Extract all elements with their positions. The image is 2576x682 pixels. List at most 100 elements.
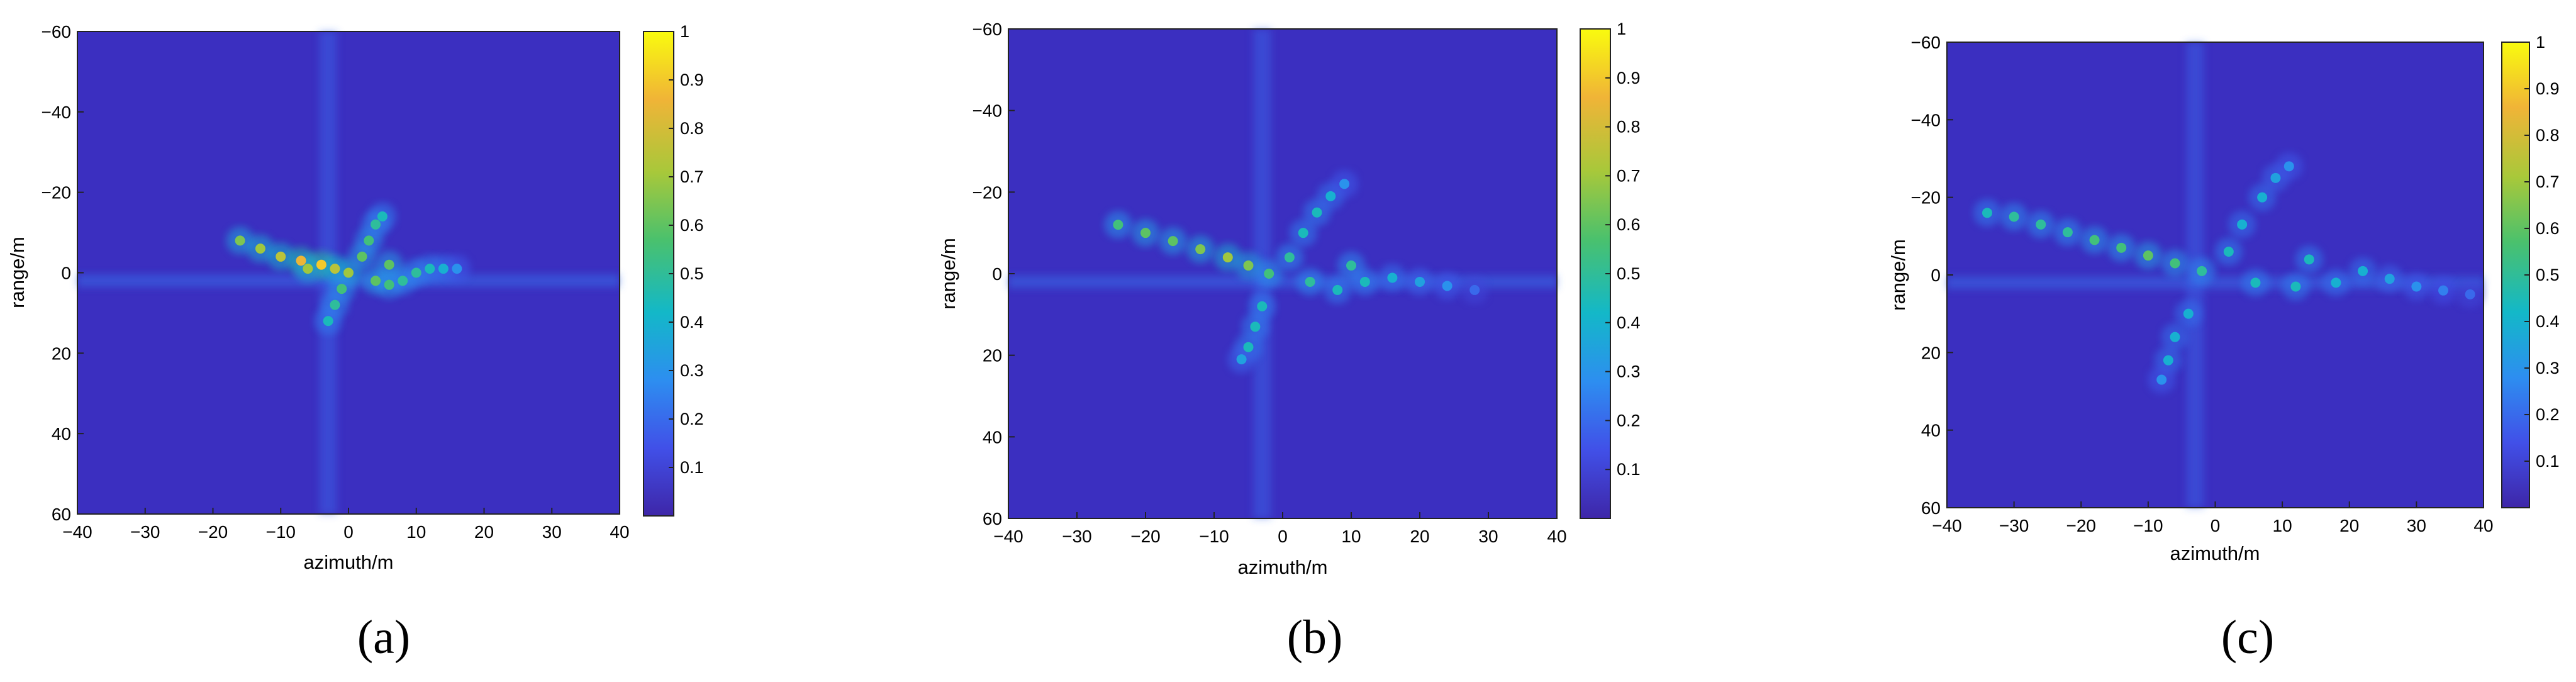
scatterer-point xyxy=(2237,219,2248,230)
scatterer-point xyxy=(384,279,394,290)
x-ticks: −40 −30 −20 −10 0 10 20 30 40 xyxy=(62,508,630,542)
scatterer-point xyxy=(1332,284,1343,295)
x-tick-label: −10 xyxy=(2133,516,2163,535)
y-tick-label: 20 xyxy=(983,346,1002,366)
scatterer-point xyxy=(438,264,449,274)
x-tick-label: −30 xyxy=(1062,527,1092,546)
scatterer-point xyxy=(2290,281,2301,292)
scatterer-point xyxy=(255,243,265,254)
y-tick-label: 20 xyxy=(1921,343,1941,362)
scatterer-point xyxy=(1168,236,1178,247)
scatterer-point xyxy=(1243,260,1254,271)
y-tick-label: 40 xyxy=(983,427,1002,447)
panel-caption: (a) xyxy=(357,611,410,664)
scatterer-point xyxy=(2358,266,2368,276)
y-tick-label: 60 xyxy=(52,505,71,524)
scatterer-point xyxy=(1236,354,1247,365)
x-tick-label: 30 xyxy=(1478,527,1498,546)
panel-caption: (b) xyxy=(1287,611,1343,664)
y-tick-label: −60 xyxy=(973,20,1003,39)
colorbar-tick-label: 0.3 xyxy=(680,361,704,380)
scatterer-point xyxy=(357,251,367,262)
scatterer-point xyxy=(384,259,394,270)
scatterer-point xyxy=(1305,276,1315,287)
scatterer-point xyxy=(2009,211,2019,222)
scatterer-point xyxy=(1113,220,1124,230)
colorbar-tick-label: 0.4 xyxy=(1617,313,1641,332)
y-tick-label: −20 xyxy=(1911,188,1941,208)
x-tick-label: −10 xyxy=(266,522,296,542)
x-tick-label: 10 xyxy=(2273,516,2292,535)
colorbar-tick-label: 0.4 xyxy=(2536,312,2560,331)
scatterer-point xyxy=(371,276,381,286)
scatterer-point xyxy=(2331,277,2341,288)
y-tick-label: 60 xyxy=(1921,498,1941,518)
colorbar-tick-label: 1 xyxy=(680,22,689,41)
y-tick-label: 20 xyxy=(52,344,71,363)
heatmap-marks xyxy=(77,31,620,514)
scatterer-point xyxy=(2270,172,2281,183)
scatterer-point xyxy=(2062,227,2073,238)
scatterer-point xyxy=(330,299,340,310)
scatterer-point xyxy=(2197,266,2207,276)
scatterer-point xyxy=(2465,289,2475,299)
colorbar-tick-label: 0.6 xyxy=(1617,215,1641,234)
scatterer-point xyxy=(330,264,340,274)
scatterer-point xyxy=(2183,308,2194,319)
scatterer-point xyxy=(1415,276,1425,287)
scatterer-point xyxy=(411,267,421,278)
scatterer-point xyxy=(343,267,354,278)
colorbar-tick-label: 0.9 xyxy=(1617,69,1641,87)
x-tick-label: −40 xyxy=(62,522,92,542)
colorbar-tick-label: 0.8 xyxy=(680,119,704,138)
x-tick-label: 10 xyxy=(1341,527,1361,546)
scatterer-point xyxy=(2384,274,2395,284)
scatterer-point xyxy=(1243,342,1254,352)
scatterer-point xyxy=(2089,235,2100,245)
y-tick-label: −40 xyxy=(42,103,72,122)
x-tick-label: −20 xyxy=(2066,516,2097,535)
scatterer-point xyxy=(2304,254,2314,265)
y-tick-label: −60 xyxy=(1911,33,1941,52)
colorbar-tick-label: 0.1 xyxy=(680,458,704,477)
x-tick-label: −40 xyxy=(1932,516,1962,535)
colorbar-tick-label: 0.7 xyxy=(680,167,704,186)
y-ticks: −60 −40 −20 0 20 40 60 xyxy=(973,20,1015,528)
heatmap-marks xyxy=(1947,42,2484,508)
x-tick-label: 40 xyxy=(1547,527,1566,546)
scatterer-point xyxy=(2156,374,2167,385)
scatterer-point xyxy=(2143,250,2153,261)
panel-b: −40 −30 −20 −10 0 10 20 30 40 −60 −40 −20 0 20 40 60 a… xyxy=(937,20,1641,664)
colorbar-tick-label: 0.1 xyxy=(2536,452,2560,471)
panel-c: −40 −30 −20 −10 0 10 20 30 40 −60 −40 −20 0 20 40 60 a… xyxy=(1887,33,2560,664)
scatterer-point xyxy=(425,264,435,274)
heatmap-marks xyxy=(1008,29,1557,518)
colorbar-tick-label: 0.5 xyxy=(680,264,704,283)
colorbar-tick-label: 0.3 xyxy=(1617,362,1641,381)
scatterer-point xyxy=(2283,161,2294,172)
scatterer-point xyxy=(2438,285,2449,296)
colorbar-tick-label: 1 xyxy=(2536,33,2545,52)
x-tick-label: 0 xyxy=(2211,516,2221,535)
scatterer-point xyxy=(1442,281,1452,291)
y-axis-title: range/m xyxy=(937,238,959,310)
scatterer-point xyxy=(235,235,245,246)
scatterer-point xyxy=(2163,355,2173,366)
scatterer-point xyxy=(452,264,462,274)
colorbar-tick-label: 0.7 xyxy=(2536,172,2560,191)
colorbar-tick-label: 0.2 xyxy=(680,410,704,428)
colorbar-tick-label: 0.2 xyxy=(1617,411,1641,430)
scatterer-point xyxy=(296,255,306,266)
x-tick-label: −30 xyxy=(130,522,160,542)
colorbar-ticks: 1 0.9 0.8 0.7 0.6 0.5 0.4 0.3 0.2 0.1 xyxy=(2524,33,2560,471)
colorbar-tick-label: 0.4 xyxy=(680,313,704,332)
y-tick-label: 0 xyxy=(61,264,71,283)
scatterer-point xyxy=(276,251,286,262)
scatterer-point xyxy=(1469,284,1480,295)
colorbar-tick-label: 0.6 xyxy=(680,216,704,235)
panel-a: −40 −30 −20 −10 0 10 20 30 40 −60 −40 −20 0 20 40 60 a… xyxy=(6,22,704,664)
scatterer-point xyxy=(377,211,388,222)
scatterer-point xyxy=(2116,242,2127,253)
x-axis-title: azimuth/m xyxy=(304,551,394,573)
